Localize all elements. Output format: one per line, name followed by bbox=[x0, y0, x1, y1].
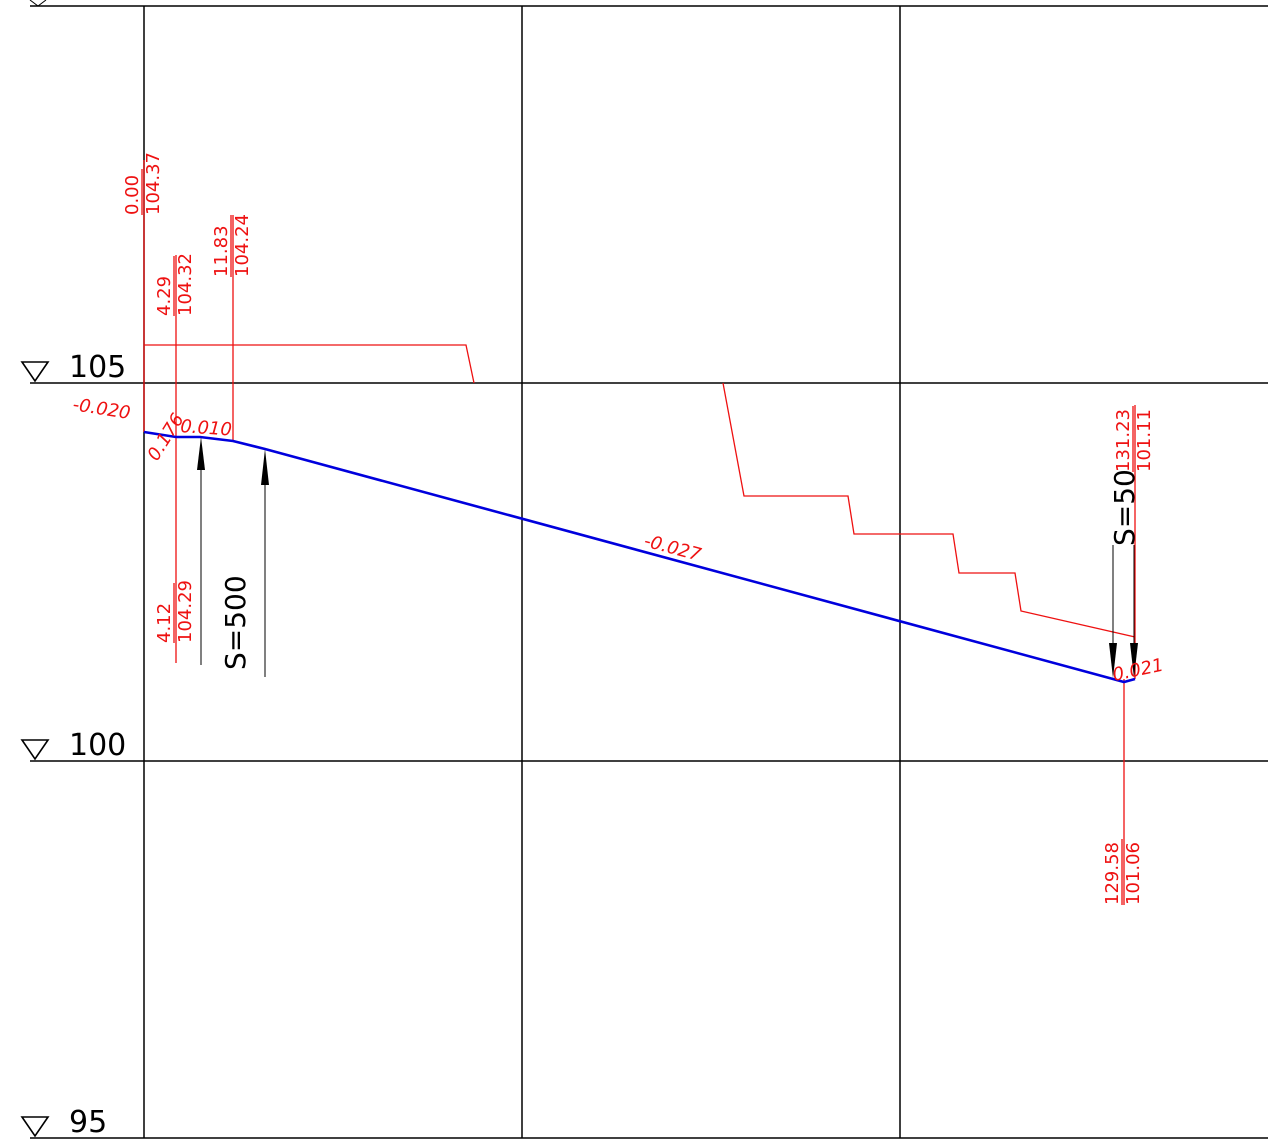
station-chainage: 11.83 bbox=[211, 225, 232, 277]
curve-radius-left: S=500 bbox=[219, 575, 252, 670]
level-marker-95: 95 bbox=[20, 1105, 107, 1140]
station-leaders bbox=[143, 160, 1136, 905]
arrow-down-icon bbox=[1109, 643, 1117, 678]
level-marker-100: 100 bbox=[20, 728, 126, 763]
station-elevation: 101.06 bbox=[1123, 842, 1144, 905]
design-profile-line bbox=[143, 430, 1136, 684]
grid bbox=[29, 0, 1268, 1139]
station-label-3: 11.83 104.24 bbox=[211, 214, 253, 277]
station-chainage: 4.12 bbox=[154, 603, 175, 643]
station-elevation: 101.11 bbox=[1134, 409, 1155, 472]
station-elevation: 104.29 bbox=[175, 580, 196, 643]
terrain-upper-segment bbox=[144, 344, 475, 384]
station-elevation: 104.32 bbox=[175, 253, 196, 316]
curve-marker-right: S=50 bbox=[1108, 469, 1141, 678]
arrow-down-icon bbox=[1130, 643, 1138, 678]
station-label-5: 131.23 101.11 bbox=[1113, 406, 1155, 472]
station-label-2: 4.29 104.32 bbox=[154, 253, 196, 316]
station-label-4: 4.12 104.29 bbox=[154, 580, 196, 643]
level-triangle-partial-icon bbox=[29, 0, 47, 7]
level-marker-105: 105 bbox=[20, 350, 126, 385]
station-chainage: 131.23 bbox=[1113, 409, 1134, 472]
arrow-up-icon bbox=[197, 437, 205, 470]
station-chainage: 0.00 bbox=[122, 175, 143, 215]
level-label-95: 95 bbox=[69, 1105, 107, 1140]
level-triangle-icon bbox=[20, 361, 50, 383]
level-triangle-icon bbox=[20, 1116, 50, 1138]
station-label-6: 129.58 101.06 bbox=[1102, 839, 1144, 905]
slope-label-b: 0.010 bbox=[180, 416, 233, 441]
curve-radius-right: S=50 bbox=[1108, 469, 1141, 546]
level-label-100: 100 bbox=[69, 728, 126, 763]
station-label-1: 0.00 104.37 bbox=[122, 152, 164, 215]
level-triangle-icon bbox=[20, 739, 50, 761]
station-elevation: 104.37 bbox=[143, 152, 164, 215]
station-chainage: 4.29 bbox=[154, 276, 175, 316]
slope-label-left: -0.020 bbox=[71, 394, 132, 424]
level-label-105: 105 bbox=[69, 350, 126, 385]
station-elevation: 104.24 bbox=[232, 214, 253, 277]
station-chainage: 129.58 bbox=[1102, 842, 1123, 905]
terrain-line bbox=[144, 344, 1136, 638]
slope-label-right: 0.021 bbox=[1111, 655, 1166, 686]
terrain-stepped-segment bbox=[722, 382, 1136, 638]
arrow-up-icon bbox=[261, 449, 269, 485]
curve-marker-left: S=500 bbox=[197, 437, 269, 677]
